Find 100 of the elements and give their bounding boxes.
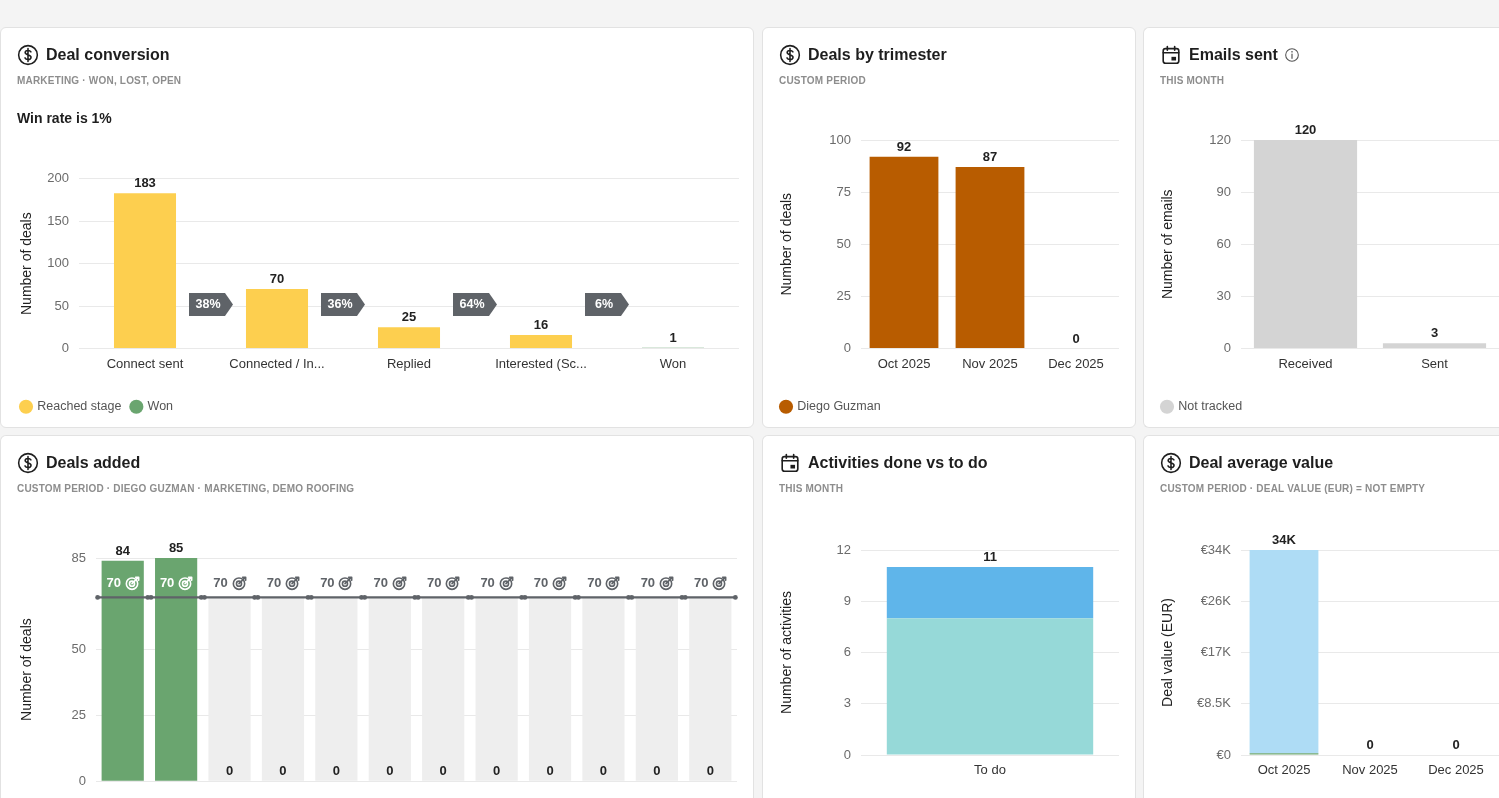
- text: 70: [640, 574, 656, 590]
- text: 70: [213, 574, 228, 590]
- total-label: 0: [1452, 737, 1460, 753]
- bar: [101, 560, 144, 781]
- x-tick-label: Won: [659, 355, 687, 371]
- chart-subtitle: CUSTOM PERIOD · DEAL VALUE (EUR) = NOT EMPTY: [1160, 483, 1426, 495]
- text: 70: [320, 574, 335, 590]
- annotation: 36%: [327, 297, 353, 312]
- legend-label: Won: [147, 399, 174, 414]
- data-label: 0: [546, 763, 554, 779]
- y-tick-label: 30: [1216, 287, 1231, 303]
- y-tick-label: €34K: [1200, 541, 1232, 557]
- text: 70: [426, 574, 442, 590]
- x-tick-label: Sent: [1421, 355, 1449, 371]
- text: 70: [694, 574, 709, 590]
- x-tick-label: Oct 2025: [1257, 762, 1311, 778]
- x-tick-label: Received: [1278, 355, 1333, 371]
- bar: [509, 334, 573, 348]
- y-tick-label: 3: [843, 695, 851, 711]
- data-label: 3: [1430, 325, 1439, 341]
- y-tick-label: 200: [47, 170, 69, 186]
- x-tick-label: Nov 2025: [1342, 762, 1398, 778]
- chart-subtitle: THIS MONTH: [1160, 75, 1225, 87]
- chart-title: Deals added: [46, 454, 141, 472]
- chart-title: Activities done vs to do: [808, 454, 988, 472]
- y-tick-label: €26K: [1200, 592, 1232, 608]
- chart-subtitle: MARKETING · WON, LOST, OPEN: [17, 75, 182, 87]
- annotation: 6%: [594, 297, 614, 312]
- y-tick-label: 150: [47, 212, 69, 228]
- chart-title: Emails sent: [1189, 46, 1278, 64]
- text: 70: [587, 574, 602, 590]
- data-label: 0: [332, 763, 340, 779]
- y-axis-title: Number of emails: [1159, 189, 1176, 300]
- y-axis-title: Number of activities: [778, 591, 795, 714]
- y-tick-label: 0: [78, 772, 86, 788]
- x-tick-label: Connected / In...: [229, 355, 325, 371]
- x-tick-label: Nov 2025: [962, 355, 1018, 371]
- chart-subtitle: THIS MONTH: [779, 483, 844, 495]
- data-label: 0: [279, 763, 287, 779]
- data-label: 0: [1072, 330, 1080, 346]
- chart-subtitle: CUSTOM PERIOD: [779, 75, 866, 87]
- total-label: 11: [983, 549, 997, 565]
- x-tick-label: Connect sent: [106, 355, 184, 371]
- y-tick-label: 85: [71, 549, 86, 565]
- chart-title: Deals by trimester: [808, 46, 947, 64]
- y-tick-label: €0: [1216, 746, 1231, 762]
- y-tick-label: 6: [843, 644, 851, 660]
- x-tick-label: Dec 2025: [1048, 355, 1104, 371]
- data-label: 183: [134, 175, 156, 191]
- y-tick-label: 0: [843, 746, 851, 762]
- y-tick-label: 50: [54, 297, 69, 313]
- legend-label: Reached stage: [37, 399, 122, 414]
- text: 70: [159, 574, 175, 590]
- chart-title: Deal average value: [1189, 454, 1334, 472]
- chart-title: Deal conversion: [46, 46, 170, 64]
- y-tick-label: €8.5K: [1197, 695, 1232, 711]
- y-tick-label: 50: [836, 235, 851, 251]
- data-label: 87: [982, 149, 998, 165]
- y-tick-label: 25: [71, 707, 86, 723]
- data-label: 0: [493, 763, 501, 779]
- x-tick-label: Oct 2025: [877, 355, 931, 371]
- annotation: 38%: [195, 297, 221, 312]
- data-label: 16: [533, 317, 549, 332]
- text: 70: [480, 574, 495, 590]
- total-label: 34K: [1272, 532, 1297, 548]
- y-axis-title: Number of deals: [18, 212, 35, 316]
- y-tick-label: €17K: [1200, 644, 1232, 660]
- y-axis-title: Number of deals: [18, 618, 35, 721]
- y-tick-label: 90: [1216, 183, 1231, 199]
- y-tick-label: 25: [836, 287, 851, 303]
- text: Win rate is 1%: [17, 110, 112, 127]
- y-tick-label: 0: [61, 340, 69, 356]
- data-label: 120: [1294, 122, 1317, 138]
- data-label: 0: [225, 763, 234, 779]
- y-tick-label: 100: [47, 255, 69, 271]
- y-tick-label: 0: [1223, 340, 1231, 356]
- bar: [155, 558, 198, 781]
- legend-label: Not tracked: [1178, 399, 1243, 414]
- x-tick-label: To do: [974, 762, 1006, 778]
- data-label: 0: [599, 763, 608, 779]
- data-label: 0: [653, 763, 661, 779]
- y-tick-label: 120: [1209, 131, 1231, 147]
- bar: [245, 289, 309, 348]
- data-label: 70: [269, 271, 285, 287]
- data-label: 85: [168, 540, 184, 556]
- y-tick-label: 12: [836, 541, 851, 557]
- data-label: 84: [115, 542, 131, 558]
- legend-label: Diego Guzman: [797, 399, 881, 414]
- annotation: 64%: [459, 297, 485, 312]
- bar: [377, 327, 441, 348]
- y-tick-label: 50: [71, 641, 86, 657]
- x-tick-label: Dec 2025: [1428, 762, 1484, 778]
- chart-subtitle: CUSTOM PERIOD · DIEGO GUZMAN · MARKETING, DEMO ROOFING: [17, 483, 355, 495]
- total-label: 0: [1366, 737, 1374, 753]
- y-tick-label: 75: [836, 183, 851, 199]
- text: 70: [106, 574, 121, 590]
- x-tick-label: Interested (Sc...: [495, 355, 587, 371]
- data-label: 1: [669, 329, 677, 345]
- data-label: 0: [706, 763, 714, 779]
- y-axis-title: Deal value (EUR): [1159, 598, 1176, 707]
